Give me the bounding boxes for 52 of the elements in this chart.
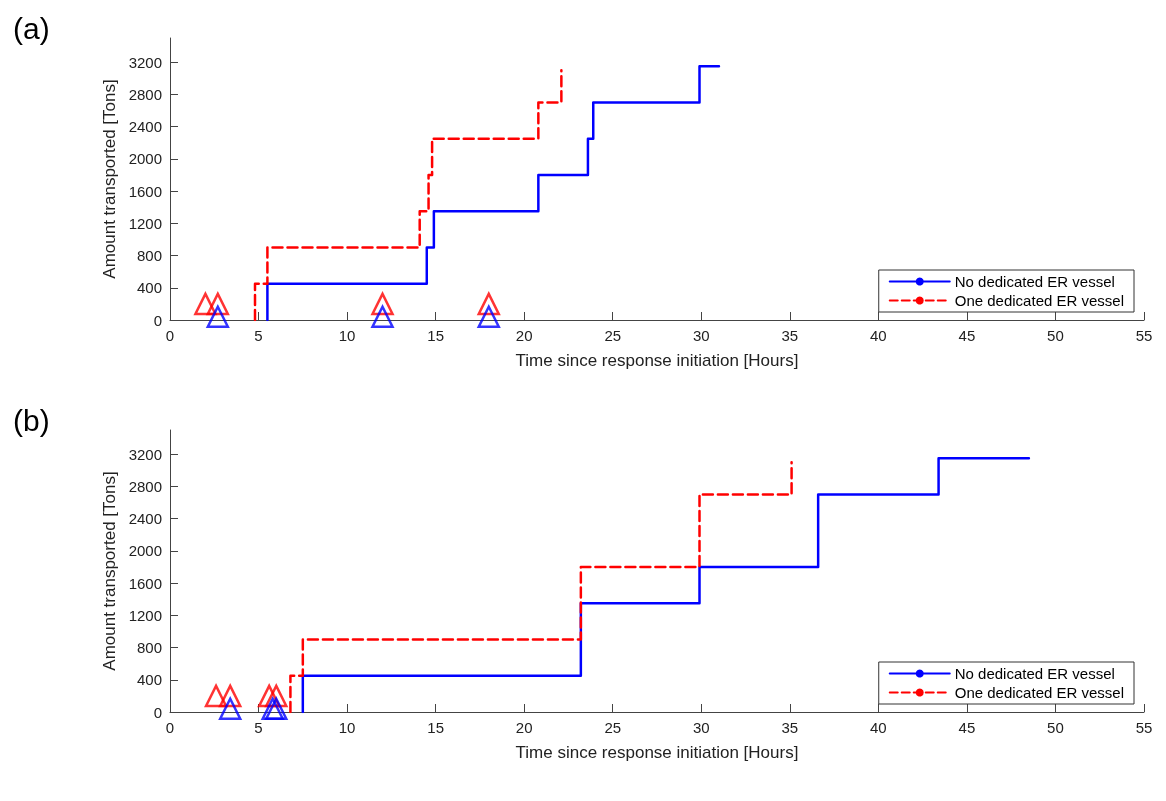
x-tick-label: 40 — [870, 327, 887, 344]
x-tick-label: 45 — [958, 327, 976, 344]
legend-label: No dedicated ER vessel — [954, 273, 1115, 290]
y-tick-label: 3200 — [128, 445, 162, 463]
x-tick-label: 35 — [781, 719, 799, 736]
x-tick-label: 55 — [1135, 719, 1153, 736]
x-tick-label: 50 — [1047, 327, 1064, 344]
y-tick-label: 400 — [136, 671, 162, 689]
x-tick-label: 25 — [604, 327, 622, 344]
x-tick-label: 20 — [515, 719, 533, 736]
legend-label: One dedicated ER vessel — [954, 292, 1124, 309]
y-tick-label: 400 — [136, 279, 162, 297]
chart-title: (b) — [13, 403, 50, 437]
y-tick-label: 2800 — [128, 85, 162, 103]
x-tick-label: 15 — [427, 327, 444, 344]
y-tick-label: 2800 — [128, 477, 162, 495]
x-tick-label: 25 — [604, 719, 622, 736]
legend-label: One dedicated ER vessel — [954, 684, 1124, 701]
y-axis-title: Amount transported [Tons] — [99, 79, 119, 279]
y-tick-label: 1600 — [128, 574, 162, 592]
y-axis-title: Amount transported [Tons] — [99, 471, 119, 671]
x-tick-label: 40 — [870, 719, 887, 736]
x-tick-label: 55 — [1135, 327, 1153, 344]
y-tick-label: 2000 — [128, 150, 162, 168]
x-tick-label: 0 — [165, 327, 175, 344]
x-tick-label: 15 — [427, 719, 444, 736]
y-tick-label: 1600 — [128, 182, 162, 200]
x-tick-label: 0 — [165, 719, 175, 736]
x-tick-label: 5 — [254, 719, 263, 736]
x-tick-label: 45 — [958, 719, 976, 736]
x-tick-label: 10 — [338, 719, 356, 736]
y-tick-label: 2400 — [128, 510, 162, 528]
x-tick-label: 30 — [692, 719, 710, 736]
legend-label: No dedicated ER vessel — [954, 665, 1115, 682]
x-tick-label: 10 — [338, 327, 356, 344]
y-tick-label: 1200 — [128, 606, 162, 624]
y-tick-label: 800 — [136, 639, 162, 657]
x-tick-label: 50 — [1047, 719, 1064, 736]
x-axis-title: Time since response initiation [Hours] — [515, 351, 799, 370]
x-axis-title: Time since response initiation [Hours] — [515, 743, 799, 762]
x-tick-label: 30 — [692, 327, 710, 344]
y-tick-label: 2400 — [128, 118, 162, 136]
x-tick-label: 5 — [254, 327, 263, 344]
y-tick-label: 3200 — [128, 53, 162, 71]
chart-title: (a) — [13, 11, 50, 45]
y-tick-label: 800 — [136, 247, 162, 265]
y-tick-label: 2000 — [128, 542, 162, 560]
y-tick-label: 0 — [153, 703, 162, 721]
x-tick-label: 20 — [515, 327, 533, 344]
x-tick-label: 35 — [781, 327, 799, 344]
y-tick-label: 0 — [153, 311, 162, 329]
y-tick-label: 1200 — [128, 214, 162, 232]
